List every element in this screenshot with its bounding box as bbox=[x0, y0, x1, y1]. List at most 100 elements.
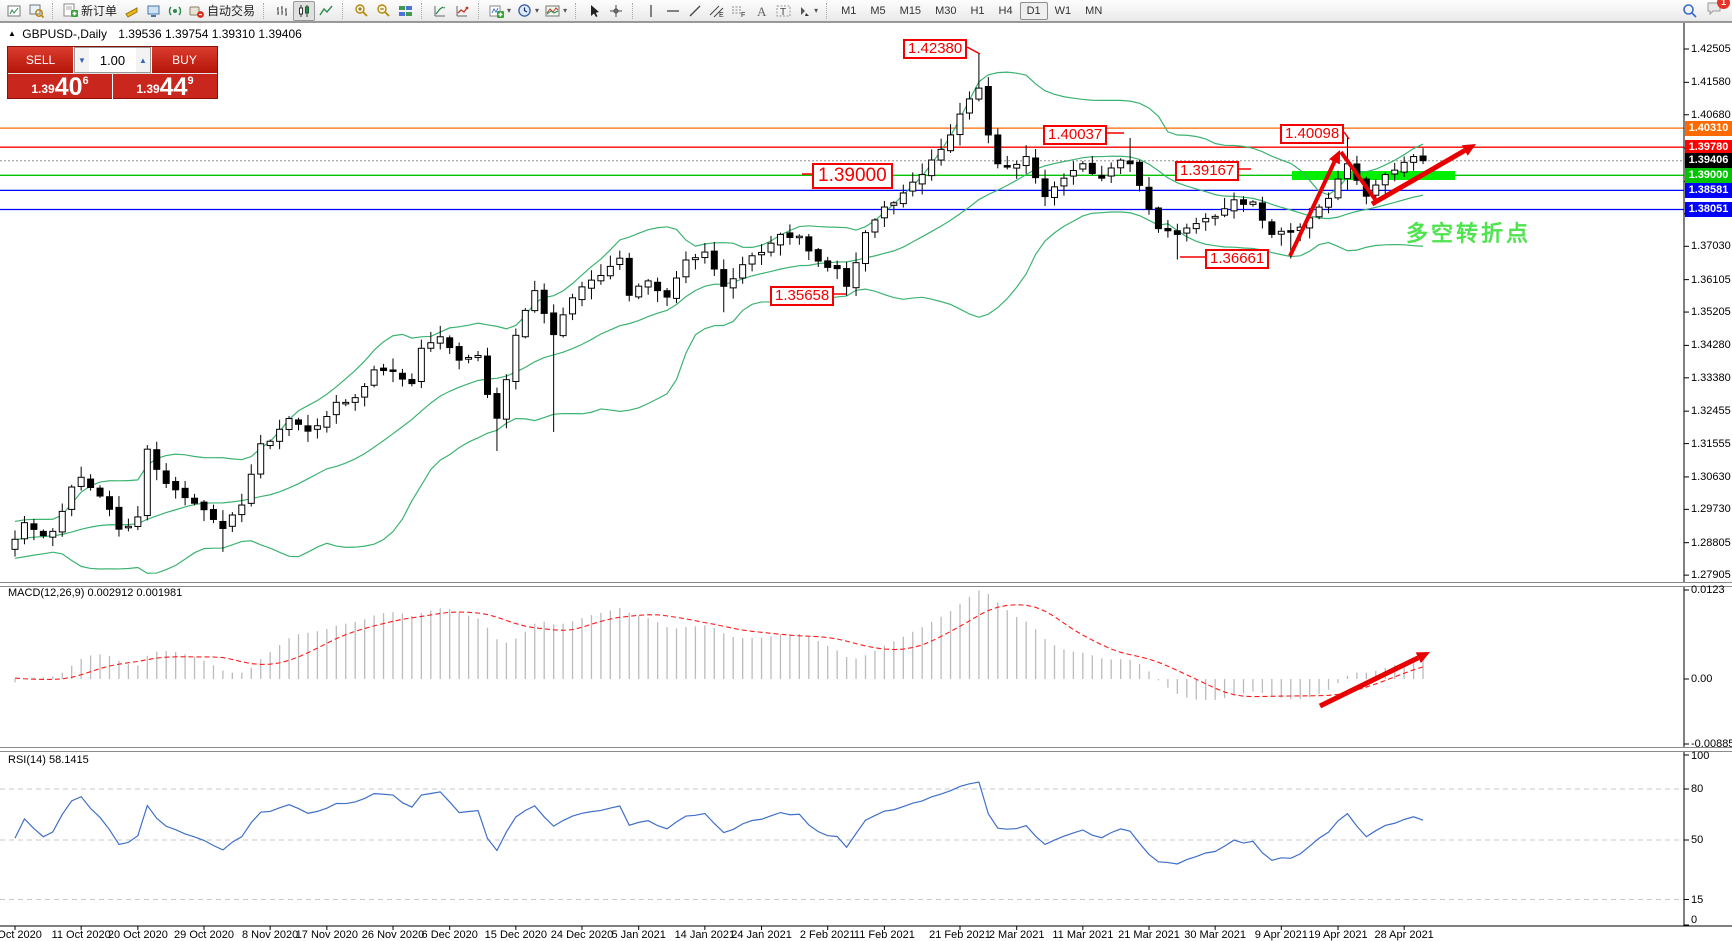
timeframe-button-h1[interactable]: H1 bbox=[970, 4, 985, 17]
volume-value[interactable]: 1.00 bbox=[99, 52, 126, 68]
price-axis-tick: 1.41580 bbox=[1691, 76, 1731, 89]
new-order-button[interactable]: 新订单 bbox=[60, 1, 120, 21]
rsi-panel-separator[interactable] bbox=[0, 747, 1732, 752]
crosshair-button[interactable] bbox=[605, 1, 627, 21]
horizontal-line-button[interactable] bbox=[662, 1, 684, 21]
date-axis-label[interactable]: 28 Apr 2021 bbox=[1374, 929, 1434, 941]
price-annotation[interactable]: 1.36661 bbox=[1205, 249, 1270, 269]
trend-note-label[interactable]: 多空转折点 bbox=[1406, 221, 1532, 246]
date-axis-label[interactable]: 2 Feb 2021 bbox=[799, 929, 856, 941]
timeframe-button-d1[interactable]: D1 bbox=[1019, 1, 1048, 20]
timeframe-button-w1[interactable]: W1 bbox=[1054, 4, 1072, 17]
indicator-list-button[interactable] bbox=[451, 1, 473, 21]
price-annotation[interactable]: 1.40098 bbox=[1280, 124, 1345, 144]
text-label-button[interactable]: T bbox=[772, 1, 794, 21]
metaeditor-button[interactable] bbox=[120, 1, 142, 21]
vertical-line-button[interactable] bbox=[640, 1, 662, 21]
add-indicator-button[interactable]: ▾ bbox=[486, 1, 514, 21]
ohlc-values: 1.39536 1.39754 1.39310 1.39406 bbox=[118, 27, 302, 41]
date-axis-label[interactable]: 9 Apr 2021 bbox=[1254, 929, 1308, 941]
buy-price[interactable]: 1.39 44 9 bbox=[113, 74, 217, 100]
periods-button[interactable]: ▾ bbox=[514, 1, 542, 21]
volume-down-button[interactable]: ▼ bbox=[75, 48, 89, 72]
search-icon[interactable] bbox=[1682, 3, 1698, 19]
timeframe-button-m15[interactable]: M15 bbox=[899, 4, 922, 17]
price-annotation[interactable]: 1.39167 bbox=[1175, 161, 1240, 181]
date-axis-label[interactable]: 6 Dec 2020 bbox=[421, 929, 478, 941]
date-axis-label[interactable]: 14 Jan 2021 bbox=[674, 929, 736, 941]
text-button[interactable]: A bbox=[750, 1, 772, 21]
date-axis-label[interactable]: 20 Oct 2020 bbox=[107, 929, 168, 941]
sell-button[interactable]: SELL bbox=[8, 47, 74, 73]
fibonacci-button[interactable]: F bbox=[728, 1, 750, 21]
toolbar-separator bbox=[263, 2, 268, 19]
date-axis-label[interactable]: 11 Mar 2021 bbox=[1052, 929, 1114, 941]
bar-chart-button[interactable] bbox=[271, 1, 293, 21]
tile-windows-button[interactable] bbox=[394, 1, 416, 21]
buy-price-base: 1.39 bbox=[136, 82, 160, 96]
auto-trading-button[interactable]: 自动交易 bbox=[186, 1, 258, 21]
profiles-button[interactable] bbox=[25, 1, 47, 21]
timeframe-button-m1[interactable]: M1 bbox=[841, 4, 857, 17]
date-axis-label[interactable]: 24 Jan 2021 bbox=[731, 929, 792, 941]
price-annotation[interactable]: 1.35658 bbox=[770, 286, 835, 306]
date-axis-label[interactable]: 21 Feb 2021 bbox=[929, 929, 991, 941]
date-axis-label[interactable]: 29 Oct 2020 bbox=[174, 929, 234, 941]
channel-button[interactable]: E bbox=[706, 1, 728, 21]
add-indicator-icon bbox=[489, 5, 505, 18]
price-axis-badge: 1.39406 bbox=[1685, 153, 1732, 169]
macd-indicator-label: MACD(12,26,9) 0.002912 0.001981 bbox=[8, 587, 183, 599]
date-axis-label[interactable]: 5 Jan 2021 bbox=[611, 929, 666, 941]
auto-trading-icon bbox=[189, 6, 204, 18]
main-toolbar: 新订单 自动交易 ▾ ▾ bbox=[0, 0, 1732, 22]
price-annotation[interactable]: 1.40037 bbox=[1043, 125, 1108, 145]
collapse-triangle-icon[interactable]: ▲ bbox=[8, 29, 16, 38]
volume-field[interactable]: ▼ 1.00 ▲ bbox=[74, 47, 151, 73]
templates-button[interactable]: ▾ bbox=[542, 1, 570, 21]
indicator-window-button[interactable] bbox=[429, 1, 451, 21]
zoom-in-button[interactable] bbox=[350, 1, 372, 21]
chart-title: ▲ GBPUSD-,Daily 1.39536 1.39754 1.39310 … bbox=[8, 27, 302, 41]
timeframe-button-m5[interactable]: M5 bbox=[870, 4, 886, 17]
cursor-button[interactable] bbox=[583, 1, 605, 21]
new-chart-button[interactable] bbox=[3, 1, 25, 21]
price-annotation[interactable]: 1.42380 bbox=[903, 39, 968, 59]
price-axis-badge: 1.39780 bbox=[1685, 139, 1732, 155]
timeframe-button-m30[interactable]: M30 bbox=[935, 4, 957, 17]
sell-price[interactable]: 1.39 40 6 bbox=[8, 74, 113, 100]
date-axis-label[interactable]: 11 Feb 2021 bbox=[853, 929, 915, 941]
indicator-list-icon bbox=[456, 5, 469, 16]
buy-button[interactable]: BUY bbox=[151, 47, 217, 73]
arrows-button[interactable]: ▾ bbox=[794, 1, 821, 21]
candle-chart-button[interactable] bbox=[293, 0, 316, 21]
macd-panel-separator[interactable] bbox=[0, 582, 1732, 587]
date-axis-label[interactable]: 17 Nov 2020 bbox=[295, 929, 359, 941]
date-axis-label[interactable]: 15 Dec 2020 bbox=[484, 929, 548, 941]
signals-button[interactable] bbox=[164, 1, 186, 21]
timeframe-button-mn[interactable]: MN bbox=[1085, 4, 1103, 17]
arrows-icon bbox=[801, 6, 810, 16]
zoom-out-button[interactable] bbox=[372, 1, 394, 21]
terminal-button[interactable] bbox=[142, 1, 164, 21]
date-axis-label[interactable]: 30 Mar 2021 bbox=[1184, 929, 1247, 941]
indicator-window-icon bbox=[434, 5, 446, 16]
timeframe-button-h4[interactable]: H4 bbox=[998, 4, 1013, 17]
price-annotation[interactable]: 1.39000 bbox=[812, 163, 893, 189]
text-label-icon: T bbox=[776, 5, 791, 18]
date-axis-label[interactable]: 21 Mar 2021 bbox=[1118, 929, 1180, 941]
date-axis-label[interactable]: 8 Nov 2020 bbox=[242, 929, 299, 941]
date-axis-label[interactable]: 24 Dec 2020 bbox=[550, 929, 614, 941]
templates-icon bbox=[545, 5, 560, 16]
date-axis-label[interactable]: 1 Oct 2020 bbox=[0, 929, 42, 941]
line-chart-button[interactable] bbox=[315, 1, 337, 21]
notifications-button[interactable]: 1 bbox=[1706, 0, 1730, 21]
trendline-button[interactable] bbox=[684, 1, 706, 21]
date-axis-label[interactable]: 2 Mar 2021 bbox=[988, 929, 1045, 941]
date-axis-label[interactable]: 19 Apr 2021 bbox=[1308, 929, 1368, 941]
svg-text:E: E bbox=[719, 12, 724, 18]
date-axis-label[interactable]: 26 Nov 2020 bbox=[361, 929, 425, 941]
volume-up-button[interactable]: ▲ bbox=[136, 48, 150, 72]
price-axis-badge: 1.39000 bbox=[1685, 167, 1732, 183]
date-axis-label[interactable]: 11 Oct 2020 bbox=[51, 929, 111, 941]
